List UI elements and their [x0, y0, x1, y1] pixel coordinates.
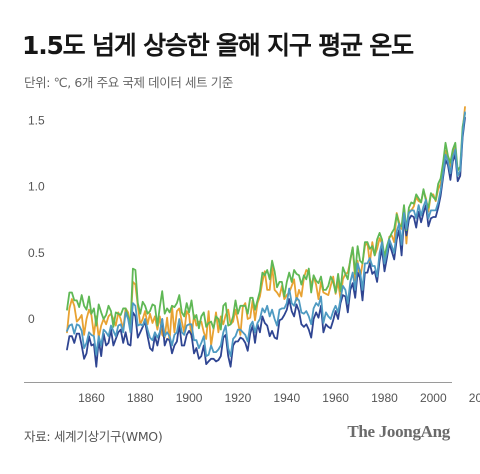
x-tick-label: 1860 [78, 391, 105, 405]
x-tick-label: 2000 [420, 391, 447, 405]
x-tick-label: 1960 [322, 391, 349, 405]
y-tick-label: 1.5 [28, 113, 45, 127]
y-tick-label: 0 [28, 312, 35, 326]
source-note: 자료: 세계기상기구(WMO) [24, 429, 163, 444]
brand-logo: The JoongAng [347, 422, 450, 441]
x-tick-label: 2020 [469, 391, 480, 405]
x-tick-labels: 1860 1880 1900 1920 1940 1960 1980 2000 2020 [78, 391, 480, 405]
series-lines [66, 106, 466, 368]
x-tick-label: 1900 [176, 391, 203, 405]
x-tick-label: 1980 [371, 391, 398, 405]
x-tick-label: 1940 [273, 391, 300, 405]
y-tick-label: 0.5 [28, 246, 45, 260]
series-line-blue [66, 111, 466, 358]
unit-subtitle: 단위: ℃, 6개 주요 국제 데이터 세트 기준 [24, 75, 233, 90]
series-line-navy [66, 116, 466, 368]
chart-title: 1.5도 넘게 상승한 올해 지구 평균 온도 [22, 31, 414, 60]
x-tick-label: 1920 [225, 391, 252, 405]
x-tick-label: 1880 [127, 391, 154, 405]
y-tick-labels: 1.5 1.0 0.5 0 [28, 113, 45, 326]
y-tick-label: 1.0 [28, 180, 45, 194]
